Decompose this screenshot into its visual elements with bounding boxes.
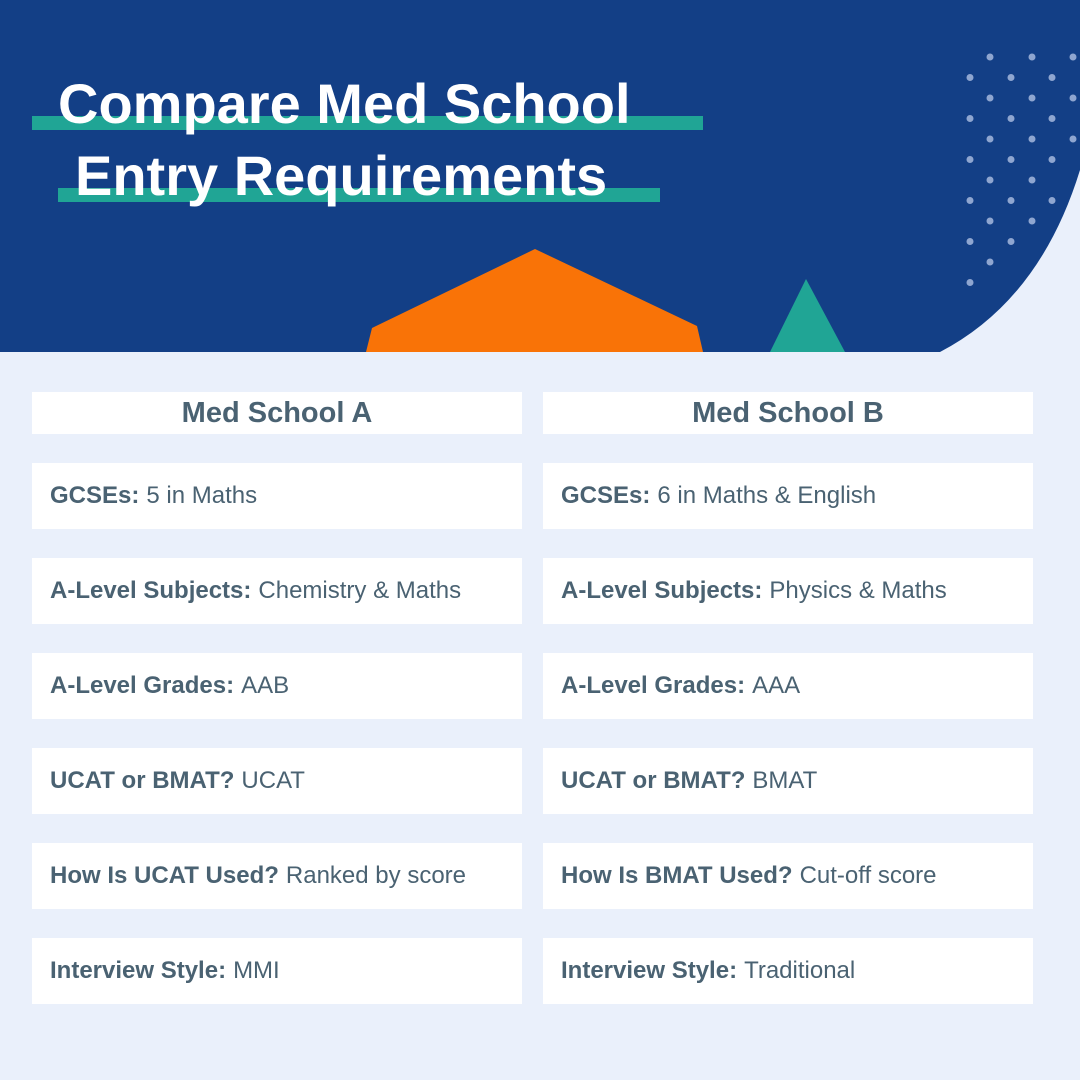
requirement-row: A-Level Subjects: Chemistry & Maths (32, 558, 522, 624)
title: Entry Requirements (75, 144, 608, 207)
dot (1007, 197, 1015, 204)
dot (966, 238, 974, 245)
requirement-value: 6 in Maths & English (657, 482, 877, 509)
requirement-value: AAB (241, 672, 290, 699)
dot (1048, 115, 1056, 122)
dot (986, 94, 994, 102)
title-underline (32, 116, 703, 130)
requirement-value: AAA (752, 672, 801, 699)
dot (986, 217, 994, 225)
requirement-label: Interview Style: (561, 957, 738, 984)
dot (986, 53, 994, 61)
dot (1069, 135, 1077, 143)
dot (1028, 135, 1036, 143)
requirement-label: GCSEs: (50, 482, 140, 509)
requirement-row: A-Level Grades: AAA (543, 653, 1033, 719)
dot (1069, 94, 1077, 102)
requirement-label: UCAT or BMAT? (50, 767, 235, 794)
orange-shape (366, 249, 703, 352)
dot (1007, 156, 1015, 163)
requirement-row: GCSEs: 5 in Maths (32, 463, 522, 529)
title-underline (58, 188, 660, 202)
requirement-value: MMI (233, 957, 280, 984)
dot (1028, 217, 1036, 225)
dot (1007, 115, 1015, 122)
requirement-value: Chemistry & Maths (258, 577, 462, 604)
requirement-row: GCSEs: 6 in Maths & English (543, 463, 1033, 529)
column-header: Med School A (32, 392, 522, 434)
requirement-value: Physics & Maths (769, 577, 947, 604)
requirement-value: Cut-off score (799, 862, 937, 889)
requirement-label: GCSEs: (561, 482, 651, 509)
dot (1048, 156, 1056, 163)
requirement-row: How Is BMAT Used? Cut-off score (543, 843, 1033, 909)
dot (986, 176, 994, 184)
dot (1048, 197, 1056, 204)
dot (986, 135, 994, 143)
requirement-row: A-Level Grades: AAB (32, 653, 522, 719)
requirement-value: BMAT (752, 767, 818, 794)
dot (966, 156, 974, 163)
requirement-label: Interview Style: (50, 957, 227, 984)
dot (1007, 238, 1015, 245)
requirement-row: A-Level Subjects: Physics & Maths (543, 558, 1033, 624)
requirement-label: A-Level Grades: (50, 672, 235, 699)
dot (1069, 53, 1077, 61)
teal-triangle (770, 279, 845, 352)
dot (966, 197, 974, 204)
dot (1028, 176, 1036, 184)
dot (1028, 53, 1036, 61)
dot (986, 258, 994, 266)
title: Compare Med School (58, 72, 631, 135)
requirement-label: A-Level Subjects: (561, 577, 763, 604)
dot (1028, 94, 1036, 102)
requirement-label: A-Level Subjects: (50, 577, 252, 604)
requirement-value: UCAT (241, 767, 305, 794)
requirement-label: UCAT or BMAT? (561, 767, 746, 794)
requirement-row: Interview Style: Traditional (543, 938, 1033, 1004)
requirement-value: Traditional (744, 957, 856, 984)
dot (966, 115, 974, 122)
column-header: Med School B (543, 392, 1033, 434)
requirement-label: How Is UCAT Used? (50, 862, 279, 889)
dot (1007, 74, 1015, 81)
dot (966, 279, 974, 286)
dot-pattern (966, 53, 1077, 286)
requirement-row: Interview Style: MMI (32, 938, 522, 1004)
header-band (0, 0, 1080, 352)
requirement-label: How Is BMAT Used? (561, 862, 793, 889)
requirement-value: 5 in Maths (146, 482, 258, 509)
requirement-row: UCAT or BMAT? BMAT (543, 748, 1033, 814)
dot (966, 74, 974, 81)
requirement-label: A-Level Grades: (561, 672, 746, 699)
requirement-row: How Is UCAT Used? Ranked by score (32, 843, 522, 909)
requirement-value: Ranked by score (285, 862, 466, 889)
dot (1048, 74, 1056, 81)
requirement-row: UCAT or BMAT? UCAT (32, 748, 522, 814)
